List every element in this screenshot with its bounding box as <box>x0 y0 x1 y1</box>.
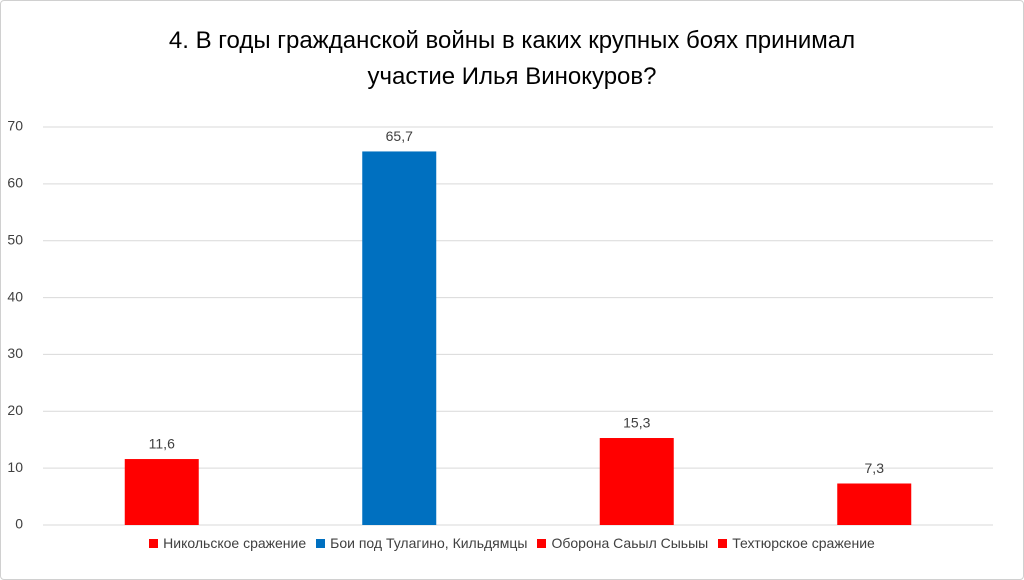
legend-item: Оборона Саьыл Сыьыы <box>537 535 708 551</box>
legend-label: Оборона Саьыл Сыьыы <box>551 535 709 551</box>
y-tick-label: 10 <box>7 459 23 475</box>
legend-item: Бои под Тулагино, Кильдямцы <box>316 535 527 551</box>
legend-label: Никольское сражение <box>163 535 307 551</box>
y-tick-label: 30 <box>7 345 23 361</box>
legend-swatch <box>316 538 326 548</box>
data-label: 15,3 <box>623 415 650 431</box>
bar <box>362 151 437 525</box>
y-tick-label: 0 <box>15 516 23 532</box>
data-label: 11,6 <box>149 436 175 452</box>
y-tick-label: 70 <box>7 118 23 134</box>
bar <box>599 438 674 525</box>
y-tick-label: 20 <box>7 402 23 418</box>
data-label: 7,3 <box>865 460 885 476</box>
y-tick-label: 60 <box>7 175 23 191</box>
legend-swatch <box>718 538 728 548</box>
legend: Никольское сражение Бои под Тулагино, Кил… <box>1 535 1023 551</box>
chart-title: 4. В годы гражданской войны в каких круп… <box>168 27 856 90</box>
y-tick-label: 40 <box>7 288 23 304</box>
bar <box>837 483 912 525</box>
legend-swatch <box>149 538 159 548</box>
data-label: 65,7 <box>386 128 413 144</box>
y-tick-label: 50 <box>7 231 23 247</box>
legend-item: Техтюрское сражение <box>718 535 875 551</box>
legend-swatch <box>537 538 547 548</box>
legend-label: Бои под Тулагино, Кильдямцы <box>330 535 528 551</box>
legend-label: Техтюрское сражение <box>732 535 875 551</box>
legend-item: Никольское сражение <box>149 535 306 551</box>
bar <box>124 459 199 525</box>
